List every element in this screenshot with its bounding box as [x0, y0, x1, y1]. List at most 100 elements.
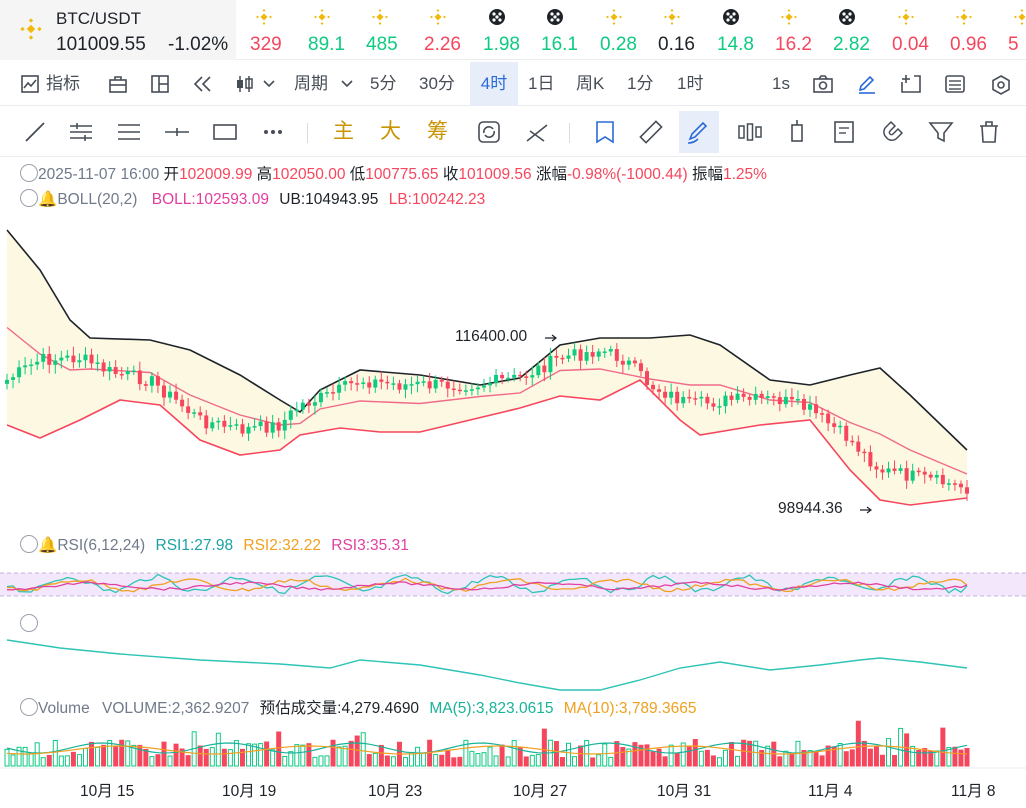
interval-5m[interactable]: 5分	[370, 74, 397, 93]
layout-icon[interactable]	[150, 74, 170, 94]
ticker-item[interactable]: 5	[998, 0, 1026, 60]
volume-bar	[650, 751, 656, 767]
ticker-item[interactable]: 2.82	[823, 0, 881, 60]
ticker-item[interactable]: 485	[356, 0, 414, 60]
trend-line-icon[interactable]	[20, 117, 50, 147]
candle-body	[965, 487, 969, 494]
ticker-item[interactable]: 329	[240, 0, 298, 60]
candle-body	[300, 402, 305, 410]
amplitude-value: 1.25%	[722, 166, 767, 183]
volume-bar	[904, 733, 910, 767]
pencil-icon[interactable]	[856, 74, 878, 94]
collapsed-indicator[interactable]	[20, 614, 38, 634]
candle-body	[783, 396, 788, 405]
horizontal-lines-icon[interactable]	[66, 117, 96, 147]
ticker-item[interactable]: 2.26	[414, 0, 472, 60]
volume-bar	[203, 748, 209, 767]
ticker-item[interactable]: 16.1	[531, 0, 589, 60]
bell-icon[interactable]: 🔔	[38, 191, 58, 208]
interval-1m[interactable]: 1分	[627, 74, 654, 93]
symbol-box[interactable]: BTC/USDT 101009.55 -1.02%	[0, 0, 236, 60]
candle-body	[620, 360, 625, 365]
x-axis-label: 10月 15	[80, 783, 135, 800]
interval-30m[interactable]: 30分	[419, 74, 455, 93]
bell-icon[interactable]: 🔔	[38, 537, 58, 554]
change-value: -0.98%(-1000.44)	[567, 166, 688, 183]
main-indicator-button[interactable]: 主	[333, 120, 354, 143]
period-button[interactable]: 周期	[294, 74, 328, 93]
briefcase-icon[interactable]	[108, 74, 128, 94]
candlestick-type-icon[interactable]	[235, 74, 259, 94]
volume-bar	[475, 753, 481, 767]
divider	[307, 123, 308, 143]
more-icon[interactable]	[258, 117, 288, 147]
ticker-item[interactable]: 0.96	[940, 0, 998, 60]
ticker-item[interactable]: 89.1	[298, 0, 356, 60]
chevron-circle-icon[interactable]	[20, 698, 38, 716]
ruler-icon[interactable]	[636, 117, 666, 147]
ticker-value: 0.04	[892, 34, 929, 55]
bars-icon[interactable]	[735, 117, 765, 147]
chevron-down-icon[interactable]	[341, 80, 353, 88]
big-order-button[interactable]: 大	[380, 120, 401, 143]
cross-lines-icon[interactable]	[522, 117, 552, 147]
chevron-right-circle-icon[interactable]	[20, 614, 38, 632]
volume-bar	[119, 739, 125, 767]
rewind-icon[interactable]	[192, 74, 214, 94]
candle-body	[687, 396, 692, 399]
magnet-icon[interactable]	[878, 117, 908, 147]
candle-body	[777, 397, 782, 405]
add-window-icon[interactable]	[900, 74, 922, 94]
settings-icon[interactable]	[990, 74, 1012, 96]
speed-button[interactable]: 1s	[772, 74, 790, 93]
volume-bar	[511, 740, 517, 767]
bookmark-icon[interactable]	[590, 117, 620, 147]
volume-bar	[439, 754, 445, 767]
volume-bar	[529, 754, 535, 767]
interval-1h[interactable]: 1时	[677, 74, 704, 93]
ticker-item[interactable]: 0.28	[590, 0, 648, 60]
indicator-icon[interactable]	[20, 74, 40, 94]
ticker-item[interactable]: 1.98	[473, 0, 531, 60]
chevron-circle-icon[interactable]	[20, 164, 38, 182]
candle-body	[143, 384, 148, 386]
candle-body	[651, 384, 656, 390]
indicator-button[interactable]: 指标	[46, 74, 80, 93]
interval-4h[interactable]: 4时	[470, 62, 518, 106]
sync-icon[interactable]	[474, 117, 504, 147]
volume-bar	[64, 755, 70, 767]
candle-body	[168, 391, 173, 398]
ticker-item[interactable]: 16.2	[765, 0, 823, 60]
candle-body	[500, 374, 505, 379]
filter-icon[interactable]	[926, 117, 956, 147]
bnb-icon	[430, 9, 446, 25]
dark-coin-icon	[547, 9, 563, 25]
single-candle-icon[interactable]	[782, 117, 812, 147]
chevron-down-icon[interactable]	[263, 80, 275, 88]
interval-week[interactable]: 周K	[576, 74, 605, 93]
interval-1d[interactable]: 1日	[528, 74, 555, 93]
ticker-item[interactable]: 0.16	[648, 0, 706, 60]
chevron-circle-icon[interactable]	[20, 189, 38, 207]
ticker-item[interactable]: 14.8	[707, 0, 765, 60]
trash-icon[interactable]	[974, 117, 1004, 147]
candle-body	[795, 398, 800, 401]
chips-button[interactable]: 筹	[427, 120, 448, 143]
candle-body	[952, 483, 957, 485]
brush-icon[interactable]	[679, 111, 719, 153]
candle-body	[463, 390, 468, 392]
volume-bar	[336, 746, 342, 767]
camera-icon[interactable]	[812, 74, 834, 94]
ticker-item[interactable]: 0.04	[882, 0, 940, 60]
candle-body	[210, 422, 215, 429]
rectangle-icon[interactable]	[210, 117, 240, 147]
chevron-circle-icon[interactable]	[20, 535, 38, 553]
candle-body	[892, 468, 897, 471]
parallel-channel-icon[interactable]	[114, 117, 144, 147]
horizontal-ray-icon[interactable]	[162, 117, 192, 147]
note-icon[interactable]	[830, 117, 860, 147]
volume-bar	[451, 757, 457, 767]
calculator-icon[interactable]	[944, 74, 966, 94]
volume-bar	[499, 744, 505, 767]
